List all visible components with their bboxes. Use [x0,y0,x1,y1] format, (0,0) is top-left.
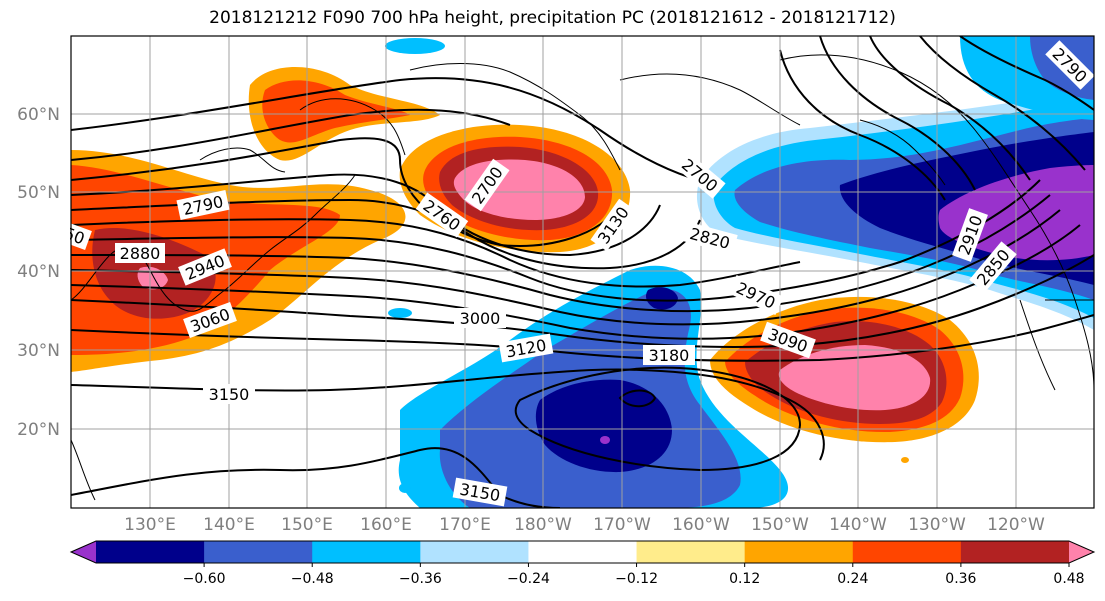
colorbar-tick-label: −0.60 [183,571,226,587]
lat-label: 50°N [17,183,60,203]
graticule [71,36,1094,508]
precip-speck [385,38,445,54]
latitude-labels: 60°N 50°N 40°N 30°N 20°N [17,105,60,440]
lon-label: 130°E [124,515,176,535]
precip-speck [399,483,411,493]
colorbar-tick-label: 0.12 [729,571,760,587]
precip-positive-subtropical-peak [778,345,931,411]
lon-label: 140°E [203,515,255,535]
colorbar-swatch [960,541,1070,563]
colorbar-extend-high [1069,541,1094,563]
left-margin [0,36,70,508]
colorbar-swatch [852,541,962,563]
precip-speck [600,436,610,444]
colorbar-extend-low [71,541,96,563]
colorbar-tick-label: 0.48 [1053,571,1084,587]
map-frame [70,35,1095,509]
lon-label: 160°W [672,515,730,535]
colorbar-tick-label: 0.24 [837,571,868,587]
colorbar-swatch [96,541,205,563]
colorbar-swatch [744,541,854,563]
precip-negative-south-4 [646,287,678,310]
lon-label: 160°E [360,515,412,535]
contour-label: 2880 [115,243,165,263]
lat-label: 30°N [17,341,60,361]
lon-label: 170°E [439,515,491,535]
colorbar-swatch [204,541,313,563]
lon-label: 170°W [593,515,651,535]
colorbar-outline [69,540,1096,564]
svg-text:3000: 3000 [460,309,501,328]
lon-label: 150°E [281,515,333,535]
contour-label: 3180 [643,345,695,365]
colorbar-tick-label: −0.24 [507,571,550,587]
colorbar-tick-label: −0.36 [399,571,442,587]
longitude-labels: 130°E 140°E 150°E 160°E 170°E 180°W 170°… [124,515,1045,535]
lon-label: 180°W [514,515,572,535]
contour-label: 3150 [203,384,255,404]
colorbar: −0.60 −0.48 −0.36 −0.24 −0.12 0.12 0.24 0.36 0.4… [69,540,1096,587]
lat-label: 40°N [17,262,60,282]
svg-text:3180: 3180 [649,346,690,365]
colorbar-swatch [636,541,746,563]
lon-label: 120°W [987,515,1045,535]
lon-label: 150°W [751,515,809,535]
colorbar-swatch [420,541,529,563]
colorbar-swatch [312,541,421,563]
lon-label: 140°W [829,515,887,535]
lat-label: 20°N [17,420,60,440]
colorbar-tick-label: 0.36 [945,571,976,587]
svg-text:2880: 2880 [120,244,161,263]
colorbar-tick-label: −0.12 [615,571,658,587]
precip-speck [901,457,909,463]
precip-speck [388,308,412,318]
lon-label: 130°W [908,515,966,535]
svg-text:3150: 3150 [209,385,250,404]
map-title: 2018121212 F090 700 hPa height, precipit… [209,8,896,28]
contour-label: 3000 [454,308,506,328]
colorbar-tick-label: −0.48 [291,571,334,587]
colorbar-swatch [528,541,638,563]
lat-label: 60°N [17,105,60,125]
